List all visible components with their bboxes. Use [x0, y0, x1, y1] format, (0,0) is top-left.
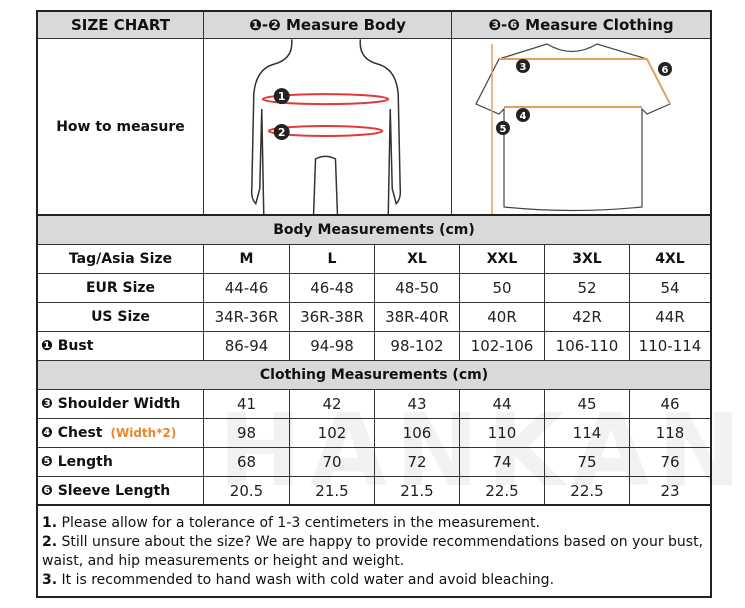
marker-1: 1 — [278, 90, 286, 103]
table-cell: 52 — [545, 274, 630, 303]
table-cell: 21.5 — [375, 477, 460, 506]
body-figure-icon: 1 2 — [250, 39, 402, 214]
size-chart-title: SIZE CHART — [38, 12, 204, 39]
note-text: Please allow for a tolerance of 1-3 cent… — [57, 515, 540, 531]
table-cell: M — [204, 245, 290, 274]
table-cell: 70 — [290, 448, 375, 477]
row-label-text: EUR Size — [85, 280, 156, 296]
table-cell: 68 — [204, 448, 290, 477]
note-item: 2. Still unsure about the size? We are h… — [42, 533, 706, 571]
table-cell: 42 — [290, 390, 375, 419]
chest-note: (Width*2) — [110, 426, 177, 440]
table-cell: XXL — [460, 245, 545, 274]
row-label: Tag/Asia Size — [38, 245, 204, 274]
table-cell: 94-98 — [290, 332, 375, 361]
table-cell: 44R — [630, 303, 710, 332]
table-cell: 22.5 — [460, 477, 545, 506]
table-cell: 38R-40R — [375, 303, 460, 332]
note-number: 3. — [42, 572, 58, 588]
table-cell: 114 — [545, 419, 630, 448]
table-cell: 4XL — [630, 245, 710, 274]
table-cell: 20.5 — [204, 477, 290, 506]
row-label-text: ❹ Chest — [41, 425, 103, 441]
table-cell: 106 — [375, 419, 460, 448]
row-label-text: ❺ Length — [41, 454, 113, 470]
row-label: ❺ Length — [38, 448, 204, 477]
row-label: ❻ Sleeve Length — [38, 477, 204, 506]
body-diagram: 1 2 — [204, 39, 452, 216]
marker-2: 2 — [278, 125, 286, 138]
note-text: It is recommended to hand wash with cold… — [57, 572, 555, 588]
row-label: ❹ Chest (Width*2) — [38, 419, 204, 448]
note-item: 3. It is recommended to hand wash with c… — [42, 571, 706, 590]
table-cell: 54 — [630, 274, 710, 303]
table-cell: 40R — [460, 303, 545, 332]
table-cell: 74 — [460, 448, 545, 477]
row-label: US Size — [38, 303, 204, 332]
table-cell: 43 — [375, 390, 460, 419]
table-cell: 72 — [375, 448, 460, 477]
row-label-text: ❻ Sleeve Length — [41, 482, 171, 499]
notes: 1. Please allow for a tolerance of 1-3 c… — [38, 506, 710, 598]
table-cell: 3XL — [545, 245, 630, 274]
table-cell: L — [290, 245, 375, 274]
table-cell: 21.5 — [290, 477, 375, 506]
svg-text:6: 6 — [662, 65, 669, 76]
table-cell: 76 — [630, 448, 710, 477]
table-cell: 36R-38R — [290, 303, 375, 332]
table-cell: 102 — [290, 419, 375, 448]
measure-body-header: ❶-❷ Measure Body — [204, 12, 452, 39]
body-measurements-header: Body Measurements (cm) — [38, 216, 710, 245]
note-number: 1. — [42, 515, 58, 531]
table-cell: 110 — [460, 419, 545, 448]
table-cell: 44 — [460, 390, 545, 419]
row-label-text: ❶ Bust — [41, 338, 94, 354]
svg-text:5: 5 — [500, 124, 507, 135]
how-to-measure-label: How to measure — [38, 39, 204, 216]
table-cell: 110-114 — [630, 332, 710, 361]
table-cell: 106-110 — [545, 332, 630, 361]
table-cell: 45 — [545, 390, 630, 419]
svg-text:3: 3 — [520, 62, 527, 73]
table-cell: 46-48 — [290, 274, 375, 303]
note-text: Still unsure about the size? We are happ… — [42, 534, 704, 569]
tshirt-icon: 3 4 5 6 — [475, 42, 672, 214]
row-label-text: ❸ Shoulder Width — [41, 396, 181, 412]
table-cell: 86-94 — [204, 332, 290, 361]
table-cell: 75 — [545, 448, 630, 477]
table-cell: 98-102 — [375, 332, 460, 361]
table-cell: 44-46 — [204, 274, 290, 303]
table-cell: 118 — [630, 419, 710, 448]
table-cell: 48-50 — [375, 274, 460, 303]
table-cell: 102-106 — [460, 332, 545, 361]
clothing-measurements-header: Clothing Measurements (cm) — [38, 361, 710, 390]
table-cell: 34R-36R — [204, 303, 290, 332]
row-label: EUR Size — [38, 274, 204, 303]
note-item: 1. Please allow for a tolerance of 1-3 c… — [42, 514, 706, 533]
table-cell: 42R — [545, 303, 630, 332]
note-number: 2. — [42, 534, 58, 550]
clothing-diagram: 3 4 5 6 — [452, 39, 710, 216]
table-cell: 98 — [204, 419, 290, 448]
row-label-text: Tag/Asia Size — [68, 251, 173, 267]
measure-clothing-header: ❸-❻ Measure Clothing — [452, 12, 710, 39]
table-cell: 46 — [630, 390, 710, 419]
table-cell: 23 — [630, 477, 710, 506]
row-label-text: US Size — [91, 309, 150, 325]
table-cell: 41 — [204, 390, 290, 419]
size-chart: SIZE CHART ❶-❷ Measure Body ❸-❻ Measure … — [36, 10, 745, 598]
table-cell: 50 — [460, 274, 545, 303]
table-cell: XL — [375, 245, 460, 274]
row-label: ❸ Shoulder Width — [38, 390, 204, 419]
svg-text:4: 4 — [520, 111, 527, 122]
table-cell: 22.5 — [545, 477, 630, 506]
row-label: ❶ Bust — [38, 332, 204, 361]
